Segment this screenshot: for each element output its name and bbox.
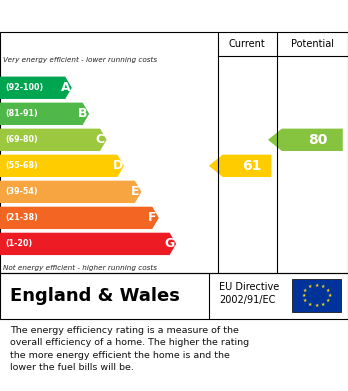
Text: Not energy efficient - higher running costs: Not energy efficient - higher running co… <box>3 265 158 271</box>
Text: ★: ★ <box>326 298 330 303</box>
Text: The energy efficiency rating is a measure of the
overall efficiency of a home. T: The energy efficiency rating is a measur… <box>10 326 250 372</box>
Bar <box>292 279 341 312</box>
Text: ★: ★ <box>308 284 312 289</box>
Text: (81-91): (81-91) <box>5 109 38 118</box>
Text: (39-54): (39-54) <box>5 187 38 196</box>
Text: F: F <box>148 212 157 224</box>
Text: ★: ★ <box>321 284 325 289</box>
Text: B: B <box>78 107 88 120</box>
Polygon shape <box>0 207 159 229</box>
Text: ★: ★ <box>315 283 319 288</box>
Text: (69-80): (69-80) <box>5 135 38 144</box>
Text: (1-20): (1-20) <box>5 239 32 248</box>
Text: ★: ★ <box>303 298 307 303</box>
Text: (92-100): (92-100) <box>5 83 44 92</box>
Text: EU Directive
2002/91/EC: EU Directive 2002/91/EC <box>219 282 279 305</box>
Text: 80: 80 <box>308 133 327 147</box>
Polygon shape <box>0 129 106 151</box>
Text: (21-38): (21-38) <box>5 213 38 222</box>
Text: Potential: Potential <box>291 39 334 49</box>
Text: E: E <box>131 185 139 198</box>
Text: ★: ★ <box>328 293 332 298</box>
Polygon shape <box>0 154 124 177</box>
Text: Very energy efficient - lower running costs: Very energy efficient - lower running co… <box>3 57 158 63</box>
Polygon shape <box>0 233 176 255</box>
Text: 61: 61 <box>243 159 262 173</box>
Text: England & Wales: England & Wales <box>10 287 180 305</box>
Text: D: D <box>113 159 123 172</box>
Polygon shape <box>0 181 141 203</box>
Text: A: A <box>61 81 70 94</box>
Text: ★: ★ <box>326 288 330 293</box>
Text: ★: ★ <box>321 302 325 307</box>
Polygon shape <box>209 154 271 177</box>
Polygon shape <box>268 129 343 151</box>
Polygon shape <box>0 77 72 99</box>
Text: ★: ★ <box>301 293 306 298</box>
Text: Energy Efficiency Rating: Energy Efficiency Rating <box>10 9 213 23</box>
Text: Current: Current <box>229 39 266 49</box>
Text: (55-68): (55-68) <box>5 161 38 170</box>
Text: ★: ★ <box>315 303 319 308</box>
Text: G: G <box>165 237 175 250</box>
Text: C: C <box>96 133 105 146</box>
Text: ★: ★ <box>308 302 312 307</box>
Text: ★: ★ <box>303 288 307 293</box>
Polygon shape <box>0 102 89 125</box>
